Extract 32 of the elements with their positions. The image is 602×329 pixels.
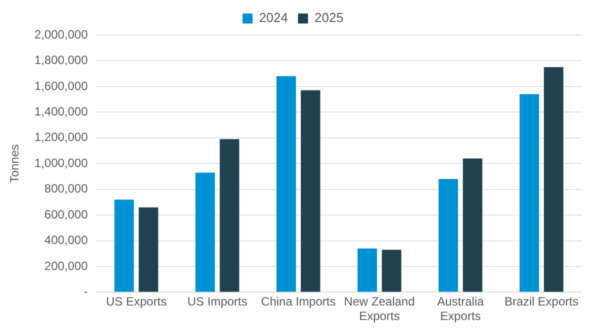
bar [195, 172, 215, 292]
bar [520, 94, 540, 292]
x-tick-label: US Imports [187, 294, 248, 309]
bar [300, 90, 320, 292]
y-tick-label: 200,000 [44, 258, 88, 273]
y-axis-title: Tonnes [8, 144, 22, 183]
x-tick-label: Australia Exports [437, 294, 484, 324]
y-tick-label: 1,000,000 [34, 156, 88, 170]
y-tick-label: 1,200,000 [34, 130, 88, 144]
bar [358, 248, 377, 292]
bar [544, 67, 564, 292]
x-tick-label: US Exports [106, 294, 167, 309]
bar [438, 179, 458, 292]
legend-label: 2024 [259, 10, 288, 26]
x-tick-label: China Imports [261, 294, 336, 309]
y-tick-label: 1,800,000 [34, 53, 88, 68]
y-tick-label: 1,400,000 [34, 104, 88, 118]
y-tick-label: - [84, 284, 88, 299]
bar [220, 139, 240, 292]
x-tick-label: New Zealand Exports [344, 294, 415, 324]
bar [382, 250, 402, 292]
y-tick-label: 600,000 [44, 207, 88, 222]
y-tick-label: 1,600,000 [34, 78, 88, 93]
y-tick-label: 2,000,000 [34, 27, 88, 42]
x-tick-label: Brazil Exports [504, 294, 578, 309]
bar [138, 207, 158, 292]
legend-label: 2025 [314, 10, 344, 26]
bar [114, 200, 134, 292]
bar [462, 158, 482, 292]
y-tick-label: 400,000 [44, 233, 88, 248]
y-tick-label: 800,000 [44, 182, 88, 196]
bar [276, 76, 296, 292]
